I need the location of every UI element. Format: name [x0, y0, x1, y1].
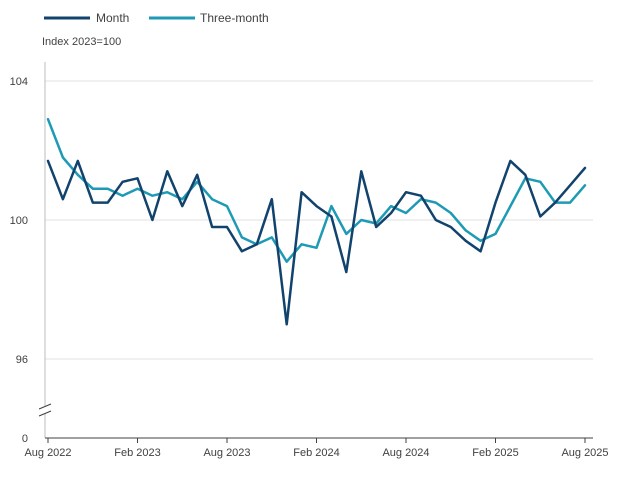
x-tick-label: Feb 2024: [293, 447, 339, 459]
gridlines: [45, 80, 593, 360]
x-tick-label: Aug 2024: [382, 447, 429, 459]
x-tick-label: Aug 2022: [24, 447, 71, 459]
y-tick-label-96: 96: [16, 354, 28, 366]
legend-label-three-month: Three-month: [200, 11, 269, 25]
y-axis-ticks: 0 96 100 104: [10, 76, 28, 445]
x-axis-ticks: Aug 2022 Feb 2023 Aug 2023 Feb 2024 Aug 2024…: [24, 438, 609, 459]
x-tick-label: Aug 2025: [561, 447, 608, 459]
x-tick-label: Feb 2025: [472, 447, 518, 459]
series-lines: [46, 117, 587, 326]
legend: Month Three-month: [44, 11, 269, 25]
series-line-month: [46, 159, 587, 326]
axis-break-gap: [38, 406, 52, 414]
y-tick-label-0: 0: [22, 433, 28, 445]
axis-break-marker: [38, 403, 52, 417]
series-line-three-month: [46, 117, 587, 263]
y-tick-label-104: 104: [10, 76, 28, 88]
axis-break-line-lower: [38, 410, 52, 417]
x-tick-label: Aug 2023: [203, 447, 250, 459]
y-axis-title: Index 2023=100: [42, 36, 121, 48]
legend-label-month: Month: [96, 11, 129, 25]
axis-break-line-upper: [38, 403, 52, 410]
x-tick-label: Feb 2023: [114, 447, 160, 459]
y-tick-label-100: 100: [10, 215, 28, 227]
